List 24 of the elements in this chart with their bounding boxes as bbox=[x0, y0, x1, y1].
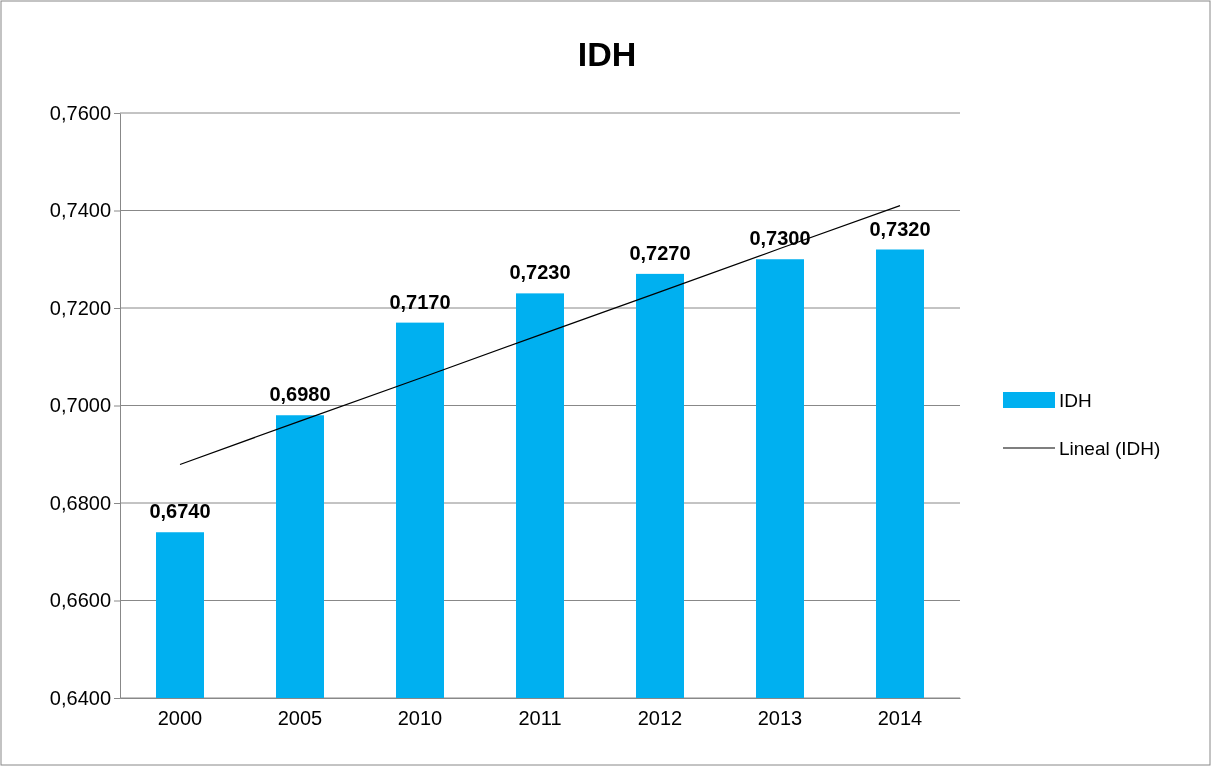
x-tick-label: 2013 bbox=[757, 707, 803, 729]
data-label: 0,7270 bbox=[629, 241, 691, 264]
data-label: 0,7230 bbox=[509, 261, 571, 284]
y-tick-label: 0,7200 bbox=[49, 296, 111, 319]
data-label: 0,7300 bbox=[749, 227, 811, 250]
y-tick-label: 0,6800 bbox=[49, 491, 111, 514]
data-label: 0,6980 bbox=[269, 383, 331, 406]
x-tick-label: 2005 bbox=[277, 707, 323, 729]
data-label: 0,7170 bbox=[389, 290, 451, 313]
data-label: 0,7320 bbox=[869, 217, 931, 240]
x-tick-label: 2012 bbox=[637, 707, 683, 729]
x-tick-label: 2010 bbox=[397, 707, 443, 729]
y-tick-label: 0,7600 bbox=[49, 101, 111, 124]
data-label: 0,6740 bbox=[149, 500, 211, 523]
legend-label: IDH bbox=[1059, 390, 1092, 411]
x-tick-label: 2014 bbox=[877, 707, 923, 729]
y-tick-label: 0,6600 bbox=[49, 589, 111, 612]
x-tick-label: 2011 bbox=[518, 707, 562, 729]
y-tick-label: 0,7000 bbox=[49, 394, 111, 417]
x-tick-label: 2000 bbox=[157, 707, 203, 729]
y-tick-label: 0,7400 bbox=[49, 199, 111, 222]
y-tick-label: 0,6400 bbox=[49, 686, 111, 709]
legend-label: Lineal (IDH) bbox=[1059, 438, 1161, 459]
chart-title: IDH bbox=[577, 35, 637, 73]
